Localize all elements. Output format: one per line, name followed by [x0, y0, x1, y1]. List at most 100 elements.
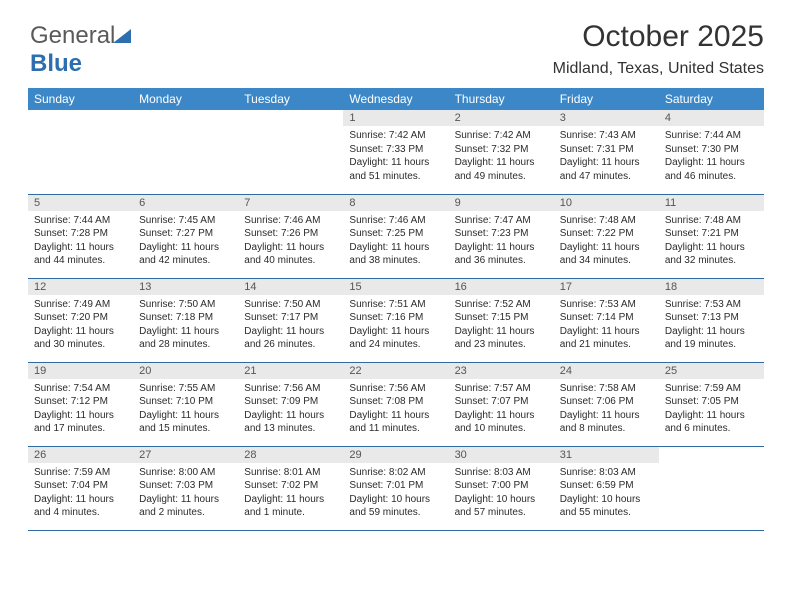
day-info: Sunrise: 7:49 AMSunset: 7:20 PMDaylight:… — [28, 295, 133, 358]
calendar-week-row: 5Sunrise: 7:44 AMSunset: 7:28 PMDaylight… — [28, 194, 764, 278]
calendar-day-cell: 23Sunrise: 7:57 AMSunset: 7:07 PMDayligh… — [449, 362, 554, 446]
weekday-header-row: SundayMondayTuesdayWednesdayThursdayFrid… — [28, 88, 764, 110]
day-number: 26 — [28, 447, 133, 463]
day-info: Sunrise: 7:57 AMSunset: 7:07 PMDaylight:… — [449, 379, 554, 442]
calendar-empty-cell — [133, 110, 238, 194]
calendar-day-cell: 27Sunrise: 8:00 AMSunset: 7:03 PMDayligh… — [133, 446, 238, 530]
day-number: 3 — [554, 110, 659, 126]
day-info: Sunrise: 7:58 AMSunset: 7:06 PMDaylight:… — [554, 379, 659, 442]
day-info: Sunrise: 8:03 AMSunset: 6:59 PMDaylight:… — [554, 463, 659, 526]
day-info: Sunrise: 7:48 AMSunset: 7:21 PMDaylight:… — [659, 211, 764, 274]
day-info: Sunrise: 7:53 AMSunset: 7:14 PMDaylight:… — [554, 295, 659, 358]
day-info: Sunrise: 7:43 AMSunset: 7:31 PMDaylight:… — [554, 126, 659, 189]
calendar-day-cell: 1Sunrise: 7:42 AMSunset: 7:33 PMDaylight… — [343, 110, 448, 194]
calendar-day-cell: 5Sunrise: 7:44 AMSunset: 7:28 PMDaylight… — [28, 194, 133, 278]
day-number: 8 — [343, 195, 448, 211]
day-number: 23 — [449, 363, 554, 379]
day-number: 14 — [238, 279, 343, 295]
day-info: Sunrise: 7:50 AMSunset: 7:18 PMDaylight:… — [133, 295, 238, 358]
calendar-day-cell: 11Sunrise: 7:48 AMSunset: 7:21 PMDayligh… — [659, 194, 764, 278]
day-number: 1 — [343, 110, 448, 126]
weekday-header: Monday — [133, 88, 238, 110]
day-number: 11 — [659, 195, 764, 211]
calendar-day-cell: 25Sunrise: 7:59 AMSunset: 7:05 PMDayligh… — [659, 362, 764, 446]
brand-part1: General — [30, 22, 115, 49]
calendar-day-cell: 24Sunrise: 7:58 AMSunset: 7:06 PMDayligh… — [554, 362, 659, 446]
calendar-day-cell: 30Sunrise: 8:03 AMSunset: 7:00 PMDayligh… — [449, 446, 554, 530]
weekday-header: Thursday — [449, 88, 554, 110]
day-number: 9 — [449, 195, 554, 211]
day-info: Sunrise: 7:56 AMSunset: 7:09 PMDaylight:… — [238, 379, 343, 442]
calendar-week-row: 26Sunrise: 7:59 AMSunset: 7:04 PMDayligh… — [28, 446, 764, 530]
day-info: Sunrise: 7:42 AMSunset: 7:33 PMDaylight:… — [343, 126, 448, 189]
day-info: Sunrise: 8:01 AMSunset: 7:02 PMDaylight:… — [238, 463, 343, 526]
calendar-day-cell: 8Sunrise: 7:46 AMSunset: 7:25 PMDaylight… — [343, 194, 448, 278]
day-number: 16 — [449, 279, 554, 295]
day-info: Sunrise: 7:54 AMSunset: 7:12 PMDaylight:… — [28, 379, 133, 442]
calendar-week-row: 1Sunrise: 7:42 AMSunset: 7:33 PMDaylight… — [28, 110, 764, 194]
sail-icon — [111, 27, 133, 45]
calendar-day-cell: 20Sunrise: 7:55 AMSunset: 7:10 PMDayligh… — [133, 362, 238, 446]
calendar-day-cell: 26Sunrise: 7:59 AMSunset: 7:04 PMDayligh… — [28, 446, 133, 530]
day-number: 21 — [238, 363, 343, 379]
calendar-week-row: 19Sunrise: 7:54 AMSunset: 7:12 PMDayligh… — [28, 362, 764, 446]
day-number: 27 — [133, 447, 238, 463]
calendar-empty-cell — [28, 110, 133, 194]
day-info: Sunrise: 7:46 AMSunset: 7:26 PMDaylight:… — [238, 211, 343, 274]
calendar-day-cell: 19Sunrise: 7:54 AMSunset: 7:12 PMDayligh… — [28, 362, 133, 446]
weekday-header: Tuesday — [238, 88, 343, 110]
day-info: Sunrise: 7:45 AMSunset: 7:27 PMDaylight:… — [133, 211, 238, 274]
day-number: 25 — [659, 363, 764, 379]
day-number: 31 — [554, 447, 659, 463]
day-info: Sunrise: 7:52 AMSunset: 7:15 PMDaylight:… — [449, 295, 554, 358]
calendar-day-cell: 28Sunrise: 8:01 AMSunset: 7:02 PMDayligh… — [238, 446, 343, 530]
weekday-header: Friday — [554, 88, 659, 110]
day-info: Sunrise: 8:03 AMSunset: 7:00 PMDaylight:… — [449, 463, 554, 526]
day-number: 2 — [449, 110, 554, 126]
day-number: 12 — [28, 279, 133, 295]
calendar-day-cell: 22Sunrise: 7:56 AMSunset: 7:08 PMDayligh… — [343, 362, 448, 446]
day-info: Sunrise: 7:53 AMSunset: 7:13 PMDaylight:… — [659, 295, 764, 358]
calendar-week-row: 12Sunrise: 7:49 AMSunset: 7:20 PMDayligh… — [28, 278, 764, 362]
day-info: Sunrise: 7:44 AMSunset: 7:30 PMDaylight:… — [659, 126, 764, 189]
day-info: Sunrise: 7:51 AMSunset: 7:16 PMDaylight:… — [343, 295, 448, 358]
day-number: 15 — [343, 279, 448, 295]
calendar-day-cell: 17Sunrise: 7:53 AMSunset: 7:14 PMDayligh… — [554, 278, 659, 362]
day-number: 13 — [133, 279, 238, 295]
calendar-day-cell: 4Sunrise: 7:44 AMSunset: 7:30 PMDaylight… — [659, 110, 764, 194]
day-number: 6 — [133, 195, 238, 211]
day-info: Sunrise: 7:59 AMSunset: 7:05 PMDaylight:… — [659, 379, 764, 442]
day-number: 29 — [343, 447, 448, 463]
day-info: Sunrise: 7:47 AMSunset: 7:23 PMDaylight:… — [449, 211, 554, 274]
day-number: 24 — [554, 363, 659, 379]
day-number: 18 — [659, 279, 764, 295]
day-number: 10 — [554, 195, 659, 211]
day-info: Sunrise: 7:56 AMSunset: 7:08 PMDaylight:… — [343, 379, 448, 442]
calendar-day-cell: 2Sunrise: 7:42 AMSunset: 7:32 PMDaylight… — [449, 110, 554, 194]
day-info: Sunrise: 7:48 AMSunset: 7:22 PMDaylight:… — [554, 211, 659, 274]
calendar-day-cell: 29Sunrise: 8:02 AMSunset: 7:01 PMDayligh… — [343, 446, 448, 530]
day-number: 20 — [133, 363, 238, 379]
weekday-header: Saturday — [659, 88, 764, 110]
day-info: Sunrise: 7:59 AMSunset: 7:04 PMDaylight:… — [28, 463, 133, 526]
calendar-day-cell: 31Sunrise: 8:03 AMSunset: 6:59 PMDayligh… — [554, 446, 659, 530]
day-number: 17 — [554, 279, 659, 295]
calendar-day-cell: 9Sunrise: 7:47 AMSunset: 7:23 PMDaylight… — [449, 194, 554, 278]
calendar-empty-cell — [659, 446, 764, 530]
brand-part2: Blue — [30, 50, 82, 77]
day-number: 7 — [238, 195, 343, 211]
day-info: Sunrise: 7:44 AMSunset: 7:28 PMDaylight:… — [28, 211, 133, 274]
brand-logo: General Blue — [30, 22, 133, 78]
day-info: Sunrise: 7:55 AMSunset: 7:10 PMDaylight:… — [133, 379, 238, 442]
calendar-empty-cell — [238, 110, 343, 194]
calendar-day-cell: 12Sunrise: 7:49 AMSunset: 7:20 PMDayligh… — [28, 278, 133, 362]
calendar-day-cell: 7Sunrise: 7:46 AMSunset: 7:26 PMDaylight… — [238, 194, 343, 278]
page-title: October 2025 — [28, 20, 764, 54]
day-info: Sunrise: 7:50 AMSunset: 7:17 PMDaylight:… — [238, 295, 343, 358]
calendar-day-cell: 13Sunrise: 7:50 AMSunset: 7:18 PMDayligh… — [133, 278, 238, 362]
day-number: 28 — [238, 447, 343, 463]
day-number: 30 — [449, 447, 554, 463]
weekday-header: Wednesday — [343, 88, 448, 110]
day-number: 22 — [343, 363, 448, 379]
calendar-day-cell: 15Sunrise: 7:51 AMSunset: 7:16 PMDayligh… — [343, 278, 448, 362]
